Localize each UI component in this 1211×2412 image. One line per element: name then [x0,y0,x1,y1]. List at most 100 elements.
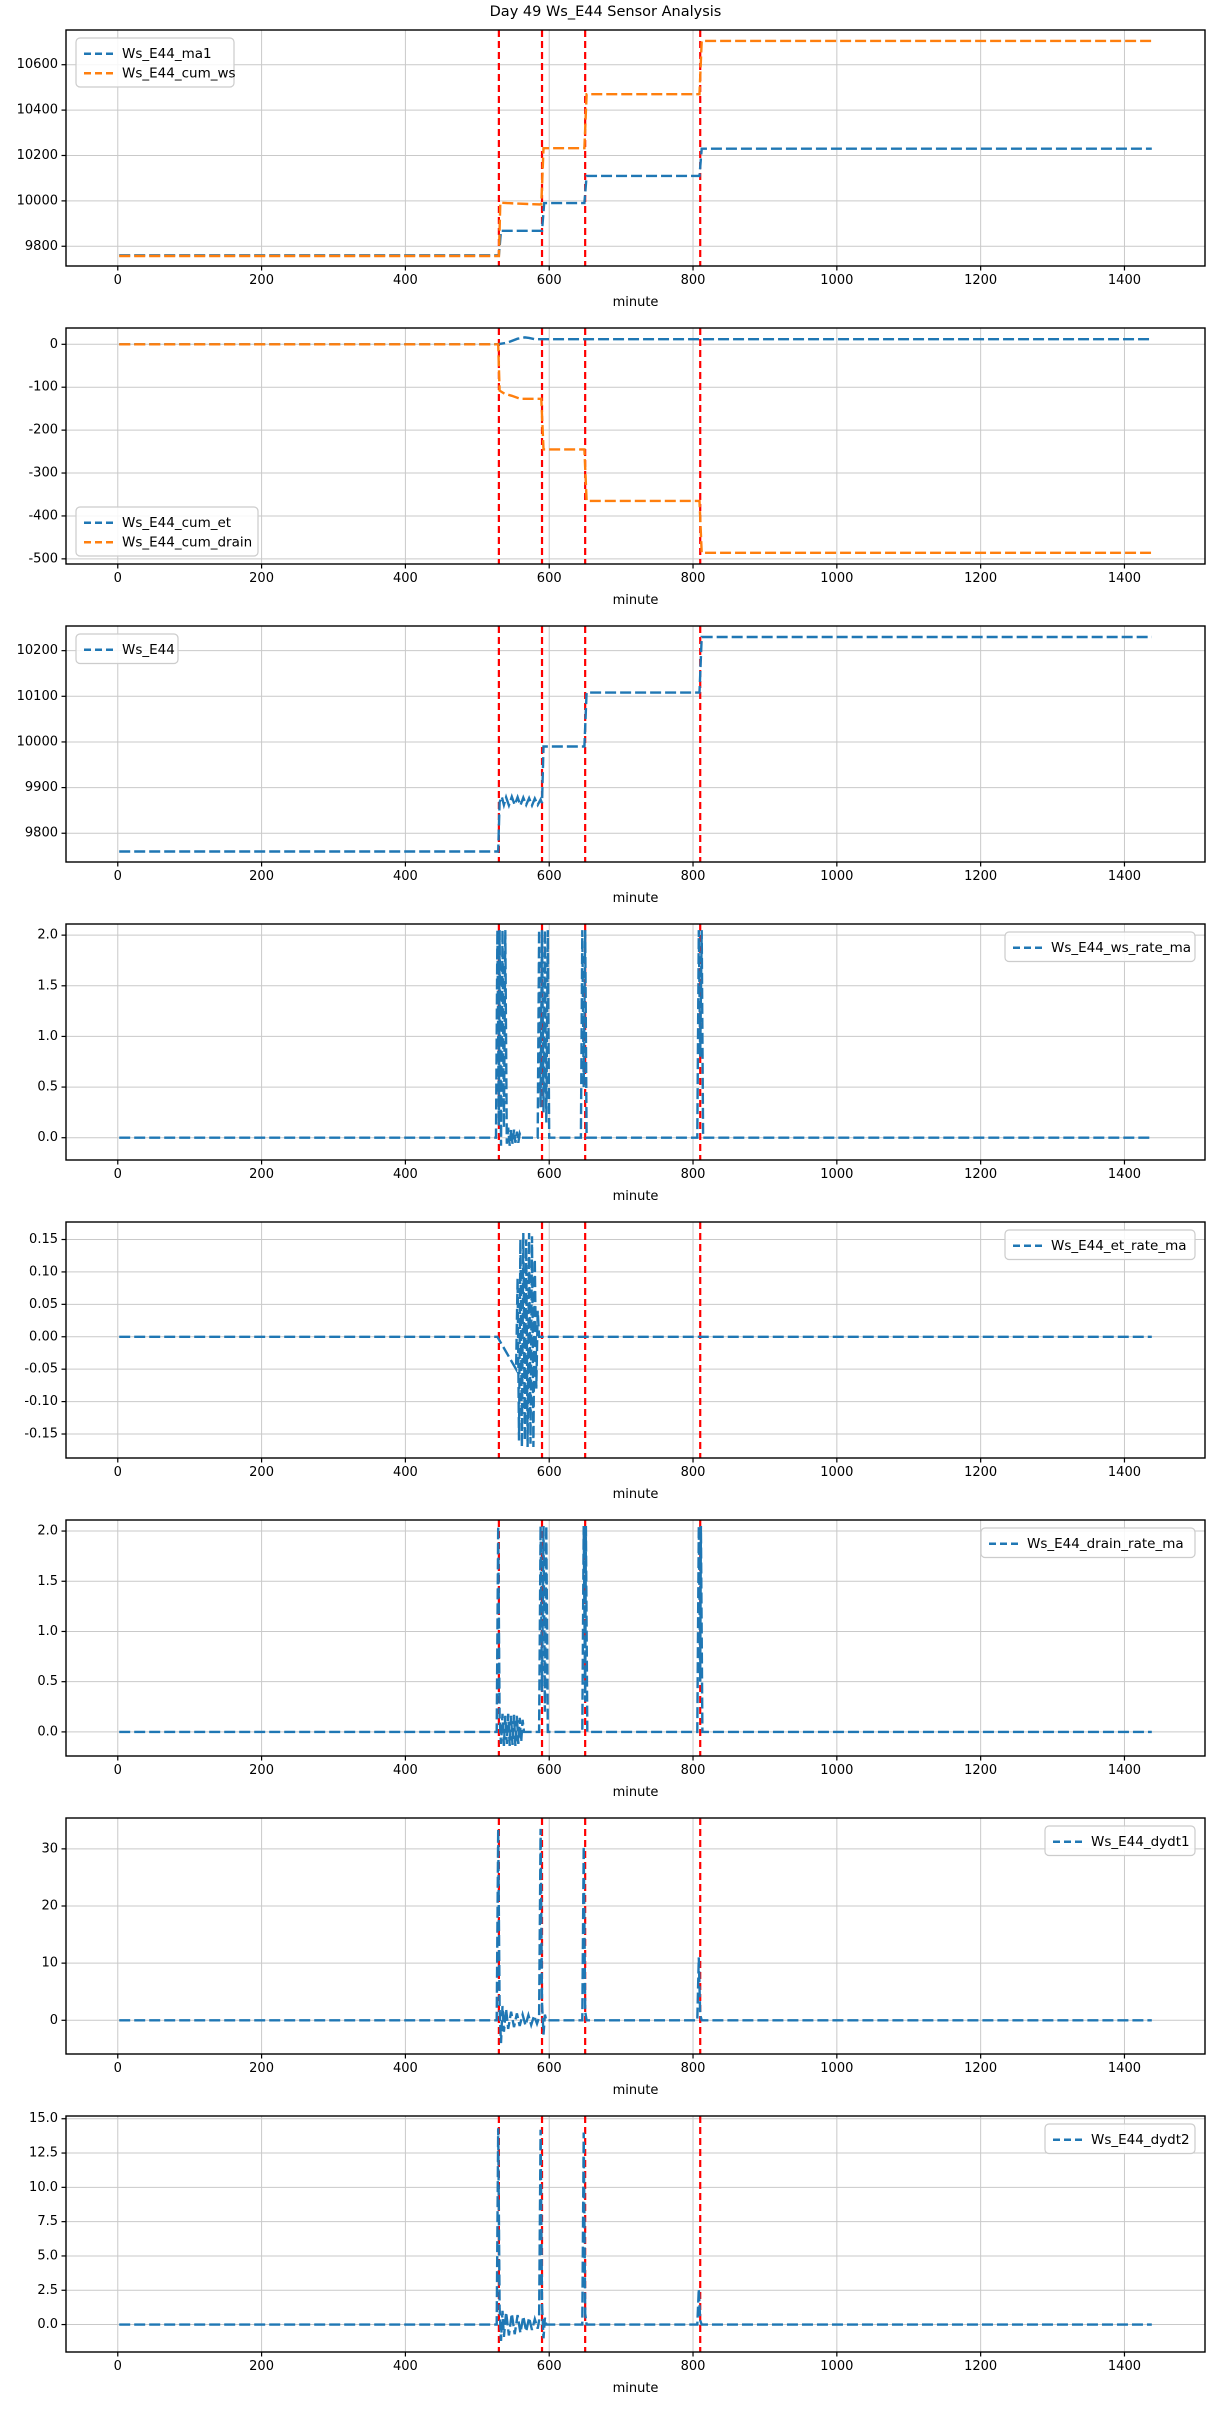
x-ticks: 0 200 400 600 800 1000 1200 1400 [114,1160,1141,1182]
grid [66,30,1205,266]
svg-text:800: 800 [681,571,706,586]
subplot-4-svg: 0 200 400 600 800 1000 1200 1400 0.0 0.5 1.0 1.5 2.0… [37,923,1206,1204]
x-ticks: 0 200 400 600 800 1000 1200 1400 [114,2352,1141,2374]
svg-text:1000: 1000 [820,571,853,586]
y-ticks: 0.0 0.5 1.0 1.5 2.0 [37,928,66,1145]
svg-text:-100: -100 [28,380,58,395]
svg-text:1400: 1400 [1108,1167,1141,1182]
axes-frame [65,2115,1206,2353]
svg-text:0.0: 0.0 [37,1130,58,1145]
axes-frame [65,1817,1206,2055]
legend-label: Ws_E44 [122,642,175,658]
svg-text:200: 200 [249,1167,274,1182]
svg-text:10200: 10200 [17,643,58,658]
svg-text:1000: 1000 [820,2359,853,2374]
svg-text:600: 600 [537,1167,562,1182]
series-Ws_E44_dydt2 [119,2128,1152,2342]
legend: Ws_E44_cum_et Ws_E44_cum_drain [75,506,259,557]
subplot-4: 0 200 400 600 800 1000 1200 1400 0.0 0.5 1.0 1.5 2.0… [0,918,1211,1216]
svg-text:800: 800 [681,1465,706,1480]
svg-text:200: 200 [249,869,274,884]
subplot-2: 0 200 400 600 800 1000 1200 1400 -500 -400 -300 -20… [0,322,1211,620]
series-Ws_E44_cum_drain [119,343,1152,555]
y-ticks: 0.0 2.5 5.0 7.5 10.0 12.5 15.0 [29,2111,66,2332]
svg-text:10600: 10600 [17,57,58,72]
svg-text:600: 600 [537,2061,562,2076]
legend-label: Ws_E44_cum_et [122,515,231,531]
figure-title: Day 49 Ws_E44 Sensor Analysis [489,4,722,20]
x-axis-label: minute [613,1785,659,1800]
subplot-8: 0 200 400 600 800 1000 1200 1400 0.0 2.5 5.0 7.5 10.… [0,2110,1211,2408]
axes-frame [65,1519,1206,1757]
subplot-6-svg: 0 200 400 600 800 1000 1200 1400 0.0 0.5 1.0 1.5 2.0… [37,1519,1206,1800]
legend-label: Ws_E44_cum_drain [122,534,252,550]
svg-text:1200: 1200 [964,1763,997,1778]
svg-text:1.5: 1.5 [37,978,58,993]
svg-text:15.0: 15.0 [29,2111,58,2126]
x-axis-label: minute [613,1189,659,1204]
svg-text:400: 400 [393,869,418,884]
svg-text:2.0: 2.0 [37,928,58,943]
svg-text:9900: 9900 [25,780,58,795]
svg-text:400: 400 [393,1167,418,1182]
svg-text:0.15: 0.15 [29,1232,58,1247]
subplot-1-svg: 0 200 400 600 800 1000 1200 1400 9800 10000 10200 1… [17,29,1206,310]
svg-text:1400: 1400 [1108,2061,1141,2076]
svg-text:800: 800 [681,2061,706,2076]
svg-text:1400: 1400 [1108,869,1141,884]
legend: Ws_E44_drain_rate_ma [980,1527,1196,1559]
legend-label: Ws_E44_et_rate_ma [1051,1238,1187,1254]
x-axis-label: minute [613,2381,659,2396]
svg-text:1.0: 1.0 [37,1029,58,1044]
legend-label: Ws_E44_ma1 [122,46,212,62]
svg-text:-400: -400 [28,508,58,523]
legend-label: Ws_E44_ws_rate_ma [1051,940,1191,956]
legend: Ws_E44_dydt2 [1044,2123,1196,2155]
svg-text:0: 0 [114,2061,122,2076]
subplot-1: 0 200 400 600 800 1000 1200 1400 9800 10000 10200 1… [0,24,1211,322]
svg-text:5.0: 5.0 [37,2248,58,2263]
x-ticks: 0 200 400 600 800 1000 1200 1400 [114,1756,1141,1778]
event-lines [497,1222,702,1458]
svg-text:0.05: 0.05 [29,1297,58,1312]
svg-text:2.5: 2.5 [37,2283,58,2298]
svg-text:1000: 1000 [820,273,853,288]
x-axis-label: minute [613,2083,659,2098]
svg-text:10.0: 10.0 [29,2180,58,2195]
svg-text:1000: 1000 [820,1465,853,1480]
svg-text:800: 800 [681,273,706,288]
subplot-7-svg: 0 200 400 600 800 1000 1200 1400 0 10 20 30 minute Ws… [41,1817,1206,2098]
svg-text:9800: 9800 [25,826,58,841]
legend: Ws_E44_ws_rate_ma [1004,931,1196,963]
svg-text:0.0: 0.0 [37,2317,58,2332]
y-ticks: 0.0 0.5 1.0 1.5 2.0 [37,1524,66,1739]
svg-text:0.5: 0.5 [37,1080,58,1095]
svg-text:200: 200 [249,1763,274,1778]
y-ticks: -0.15 -0.10 -0.05 0.00 0.05 0.10 0.15 [24,1232,66,1442]
axes-frame [65,1221,1206,1459]
svg-text:0: 0 [114,869,122,884]
y-ticks: 9800 10000 10200 10400 10600 [17,57,66,254]
x-ticks: 0 200 400 600 800 1000 1200 1400 [114,564,1141,586]
svg-text:1400: 1400 [1108,2359,1141,2374]
x-axis-label: minute [613,891,659,906]
svg-text:-0.15: -0.15 [24,1427,58,1442]
svg-text:1200: 1200 [964,1167,997,1182]
svg-text:0: 0 [114,571,122,586]
svg-text:0: 0 [114,273,122,288]
legend-label: Ws_E44_dydt2 [1091,2132,1190,2148]
svg-text:1.5: 1.5 [37,1574,58,1589]
event-lines [497,626,702,862]
subplot-3: 0 200 400 600 800 1000 1200 1400 9800 9900 10000 10… [0,620,1211,918]
x-ticks: 0 200 400 600 800 1000 1200 1400 [114,862,1141,884]
svg-text:-0.10: -0.10 [24,1394,58,1409]
series-Ws_E44 [119,635,1152,853]
legend-label: Ws_E44_drain_rate_ma [1027,1536,1184,1552]
svg-text:800: 800 [681,869,706,884]
svg-text:0: 0 [50,337,58,352]
event-lines [497,30,702,266]
legend: Ws_E44_dydt1 [1044,1825,1196,1857]
svg-text:10: 10 [41,1956,58,1971]
subplot-stack: 0 200 400 600 800 1000 1200 1400 9800 10000 10200 1… [0,24,1211,2408]
svg-text:1200: 1200 [964,2359,997,2374]
